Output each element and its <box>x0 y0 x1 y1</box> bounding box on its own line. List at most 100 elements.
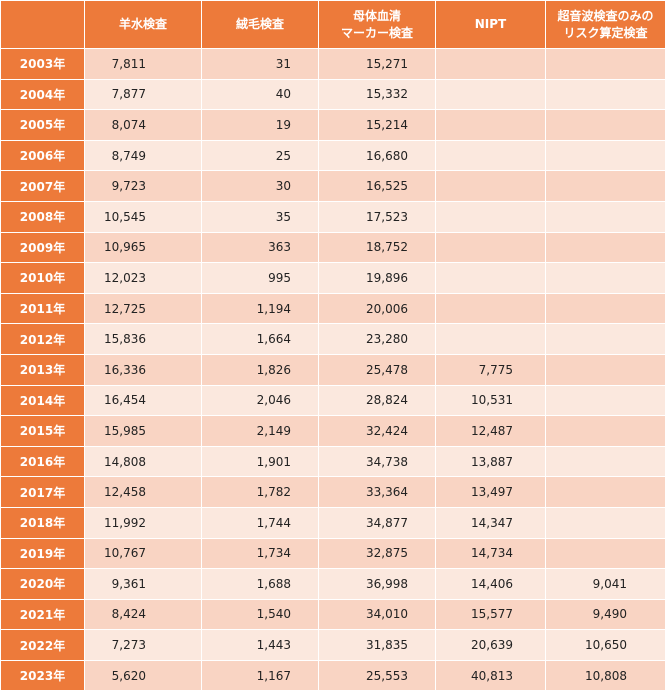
row-header: 2020年 <box>0 568 85 600</box>
row-header: 2021年 <box>0 598 85 631</box>
table-cell <box>545 109 665 141</box>
table-cell <box>545 415 665 447</box>
table-row: 2013年 16,336 1,826 25,478 7,775 <box>0 353 665 386</box>
table-cell: 15,985 <box>84 415 202 447</box>
table-cell: 14,347 <box>435 506 546 539</box>
table-cell: 9,361 <box>84 568 202 600</box>
column-header: 母体血清マーカー検査 <box>318 0 436 49</box>
table-cell: 1,688 <box>201 568 319 600</box>
table-cell <box>435 292 546 325</box>
table-row: 2020年 9,361 1,688 36,998 14,406 9,041 <box>0 568 665 600</box>
table-cell: 15,271 <box>318 48 436 80</box>
header-line: 超音波検査のみの <box>557 8 654 23</box>
table-cell: 20,006 <box>318 292 436 325</box>
table-row: 2008年 10,545 35 17,523 <box>0 200 665 233</box>
table-cell: 10,965 <box>84 231 202 264</box>
table-cell: 8,074 <box>84 109 202 141</box>
table-row: 2006年 8,749 25 16,680 <box>0 139 665 172</box>
header-line: リスク算定検査 <box>563 25 648 40</box>
table-cell <box>545 384 665 417</box>
row-header: 2013年 <box>0 353 85 386</box>
table-cell <box>435 109 546 141</box>
table-cell: 40 <box>201 78 319 111</box>
table-cell: 1,901 <box>201 445 319 478</box>
table-row: 2015年 15,985 2,149 32,424 12,487 <box>0 415 665 447</box>
table-cell <box>435 231 546 264</box>
table-cell: 1,826 <box>201 353 319 386</box>
row-header: 2018年 <box>0 506 85 539</box>
table-cell: 9,723 <box>84 170 202 202</box>
table-cell: 10,545 <box>84 200 202 233</box>
row-header: 2010年 <box>0 262 85 294</box>
header-line: マーカー検査 <box>340 25 413 40</box>
table-cell <box>545 353 665 386</box>
table-cell: 20,639 <box>435 629 546 661</box>
table-cell: 363 <box>201 231 319 264</box>
table-cell: 1,540 <box>201 598 319 631</box>
table-cell: 12,725 <box>84 292 202 325</box>
table-cell: 25 <box>201 139 319 172</box>
table-cell: 34,010 <box>318 598 436 631</box>
table-body: 2003年 7,811 31 15,271 2004年 7,877 40 15,332 2005… <box>0 48 665 692</box>
table-cell: 11,992 <box>84 506 202 539</box>
table-cell <box>545 48 665 80</box>
table-row: 2017年 12,458 1,782 33,364 13,497 <box>0 476 665 508</box>
table-cell <box>545 262 665 294</box>
row-header: 2011年 <box>0 292 85 325</box>
table-cell: 14,406 <box>435 568 546 600</box>
table-cell <box>545 292 665 325</box>
table-row: 2010年 12,023 995 19,896 <box>0 262 665 294</box>
header-line: 羊水検査 <box>118 17 167 31</box>
table-cell: 10,767 <box>84 537 202 570</box>
column-header: NIPT <box>435 0 546 49</box>
table-cell: 19,896 <box>318 262 436 294</box>
table-cell: 995 <box>201 262 319 294</box>
table-cell <box>545 323 665 355</box>
table-cell: 18,752 <box>318 231 436 264</box>
table-cell: 13,497 <box>435 476 546 508</box>
table-cell <box>545 506 665 539</box>
column-header: 絨毛検査 <box>201 0 319 49</box>
table-cell: 40,813 <box>435 659 546 692</box>
header-line: 母体血清 <box>352 8 401 23</box>
table-cell: 1,664 <box>201 323 319 355</box>
table-cell: 1,782 <box>201 476 319 508</box>
row-header: 2022年 <box>0 629 85 661</box>
table-cell <box>435 262 546 294</box>
row-header: 2004年 <box>0 78 85 111</box>
row-header: 2006年 <box>0 139 85 172</box>
table-row: 2011年 12,725 1,194 20,006 <box>0 292 665 325</box>
table-row: 2018年 11,992 1,744 34,877 14,347 <box>0 506 665 539</box>
table-cell: 15,577 <box>435 598 546 631</box>
column-header: 羊水検査 <box>84 0 202 49</box>
table-row: 2005年 8,074 19 15,214 <box>0 109 665 141</box>
row-header: 2008年 <box>0 200 85 233</box>
table-cell: 25,478 <box>318 353 436 386</box>
corner-cell <box>0 0 85 49</box>
row-header: 2009年 <box>0 231 85 264</box>
column-header: 超音波検査のみの リスク算定検査 <box>545 0 665 49</box>
table-cell <box>545 445 665 478</box>
table-cell: 9,490 <box>545 598 665 631</box>
table-cell: 10,531 <box>435 384 546 417</box>
table-cell <box>435 139 546 172</box>
table-cell: 1,443 <box>201 629 319 661</box>
table-cell: 35 <box>201 200 319 233</box>
table-cell: 34,877 <box>318 506 436 539</box>
row-header: 2005年 <box>0 109 85 141</box>
table-cell: 10,650 <box>545 629 665 661</box>
table-cell: 10,808 <box>545 659 665 692</box>
table-cell: 33,364 <box>318 476 436 508</box>
table-cell: 7,273 <box>84 629 202 661</box>
table-cell: 14,808 <box>84 445 202 478</box>
table-cell: 1,734 <box>201 537 319 570</box>
table-cell <box>545 139 665 172</box>
table-cell <box>545 231 665 264</box>
table-cell <box>545 170 665 202</box>
table-cell: 23,280 <box>318 323 436 355</box>
table-cell: 15,836 <box>84 323 202 355</box>
table-cell: 1,194 <box>201 292 319 325</box>
table-cell: 34,738 <box>318 445 436 478</box>
row-header: 2014年 <box>0 384 85 417</box>
